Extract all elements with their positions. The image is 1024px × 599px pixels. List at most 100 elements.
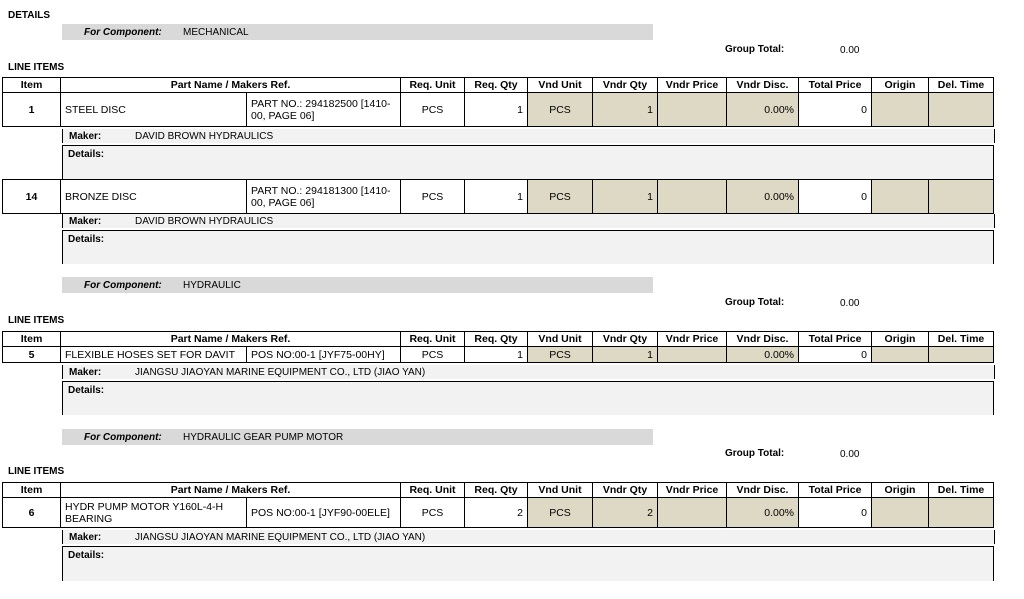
- req-unit: PCS: [400, 346, 466, 363]
- group-total-value: 0.00: [840, 298, 860, 309]
- details-box[interactable]: Details:: [62, 381, 994, 415]
- header-vndr-price: Vndr Price: [657, 482, 728, 498]
- details-box[interactable]: Details:: [62, 546, 994, 581]
- vndr-price-field[interactable]: [657, 346, 728, 363]
- line-items-title: LINE ITEMS: [8, 466, 65, 477]
- part-name: BRONZE DISC: [60, 179, 247, 214]
- component-name: HYDRAULIC GEAR PUMP MOTOR: [183, 431, 344, 443]
- header-part-name: Part Name / Makers Ref.: [59, 77, 402, 93]
- header-req-unit: Req. Unit: [400, 77, 466, 93]
- maker-label: Maker:: [69, 215, 102, 227]
- group-total-value: 0.00: [840, 449, 860, 460]
- vndr-disc-field[interactable]: 0.00%: [726, 92, 800, 127]
- req-qty: 2: [464, 497, 529, 528]
- vndr-price-field[interactable]: [657, 92, 728, 127]
- maker-value: DAVID BROWN HYDRAULICS: [135, 215, 274, 227]
- origin-field[interactable]: [871, 92, 930, 127]
- header-vndr-disc: Vndr Disc.: [726, 482, 800, 498]
- header-origin: Origin: [871, 331, 930, 347]
- table-row: 5 FLEXIBLE HOSES SET FOR DAVIT POS NO:00…: [2, 346, 995, 363]
- item-number: 1: [2, 92, 61, 127]
- vndr-qty-field[interactable]: 1: [592, 92, 659, 127]
- line-items-table-continued: 14 BRONZE DISC PART NO.: 294181300 [1410…: [2, 179, 994, 214]
- makers-ref: PART NO.: 294181300 [1410-00, PAGE 06]: [246, 179, 401, 214]
- part-name: STEEL DISC: [60, 92, 247, 127]
- vndr-disc-field[interactable]: 0.00%: [726, 346, 800, 363]
- makers-ref: POS NO:00-1 [JYF90-00ELE]: [245, 497, 402, 528]
- header-vndr-disc: Vndr Disc.: [726, 331, 800, 347]
- group-total-label: Group Total:: [725, 448, 785, 459]
- req-qty: 1: [464, 179, 528, 214]
- maker-label: Maker:: [69, 130, 102, 142]
- del-time-field[interactable]: [928, 346, 995, 363]
- vndr-price-field[interactable]: [657, 179, 727, 214]
- total-price: 0: [798, 179, 872, 214]
- header-vnd-unit: Vnd Unit: [527, 77, 594, 93]
- header-origin: Origin: [871, 482, 930, 498]
- details-box[interactable]: Details:: [62, 230, 994, 264]
- header-vndr-disc: Vndr Disc.: [726, 77, 800, 93]
- details-label: Details:: [68, 149, 105, 160]
- vnd-unit-field[interactable]: PCS: [527, 497, 594, 528]
- details-label: Details:: [68, 234, 105, 245]
- vndr-price-field[interactable]: [657, 497, 728, 528]
- vnd-unit-field[interactable]: PCS: [527, 179, 593, 214]
- line-items-table: Item Part Name / Makers Ref. Req. Unit R…: [2, 77, 995, 127]
- line-items-table: Item Part Name / Makers Ref. Req. Unit R…: [2, 331, 995, 363]
- component-bar-hydraulic: For Component: HYDRAULIC: [62, 277, 653, 293]
- origin-field[interactable]: [871, 179, 929, 214]
- part-name: FLEXIBLE HOSES SET FOR DAVIT: [60, 346, 247, 363]
- header-del-time: Del. Time: [928, 482, 995, 498]
- req-qty: 1: [464, 346, 529, 363]
- component-name: MECHANICAL: [183, 26, 249, 38]
- header-total-price: Total Price: [798, 482, 873, 498]
- maker-row: Maker: DAVID BROWN HYDRAULICS: [62, 214, 995, 228]
- maker-value: DAVID BROWN HYDRAULICS: [135, 130, 274, 142]
- vndr-qty-field[interactable]: 2: [592, 497, 659, 528]
- makers-ref: POS NO:00-1 [JYF75-00HY]: [245, 346, 402, 363]
- vndr-qty-field[interactable]: 1: [592, 179, 658, 214]
- origin-field[interactable]: [871, 346, 930, 363]
- maker-label: Maker:: [69, 366, 102, 378]
- details-box[interactable]: Details:: [62, 145, 994, 180]
- component-bar-hydraulic-gear-pump-motor: For Component: HYDRAULIC GEAR PUMP MOTOR: [62, 429, 653, 445]
- req-unit: PCS: [400, 497, 466, 528]
- table-header-row: Item Part Name / Makers Ref. Req. Unit R…: [2, 482, 995, 498]
- header-total-price: Total Price: [798, 331, 873, 347]
- line-items-title: LINE ITEMS: [8, 62, 65, 73]
- maker-row: Maker: DAVID BROWN HYDRAULICS: [62, 129, 995, 143]
- vnd-unit-field[interactable]: PCS: [527, 346, 594, 363]
- origin-field[interactable]: [871, 497, 930, 528]
- header-req-unit: Req. Unit: [400, 482, 466, 498]
- component-name: HYDRAULIC: [183, 279, 241, 291]
- del-time-field[interactable]: [928, 497, 995, 528]
- component-label: For Component:: [84, 279, 162, 291]
- header-vndr-price: Vndr Price: [657, 331, 728, 347]
- header-part-name: Part Name / Makers Ref.: [59, 331, 402, 347]
- maker-value: JIANGSU JIAOYAN MARINE EQUIPMENT CO., LT…: [135, 531, 426, 543]
- component-bar-mechanical: For Component: MECHANICAL: [62, 24, 653, 40]
- header-req-qty: Req. Qty: [464, 331, 529, 347]
- group-total-label: Group Total:: [725, 44, 785, 55]
- header-item: Item: [2, 482, 61, 498]
- maker-label: Maker:: [69, 531, 102, 543]
- header-del-time: Del. Time: [928, 77, 995, 93]
- total-price: 0: [798, 346, 873, 363]
- del-time-field[interactable]: [928, 92, 995, 127]
- group-total-value: 0.00: [840, 45, 860, 56]
- header-req-qty: Req. Qty: [464, 77, 529, 93]
- item-number: 14: [2, 179, 61, 214]
- req-qty: 1: [464, 92, 529, 127]
- del-time-field[interactable]: [928, 179, 994, 214]
- header-vndr-qty: Vndr Qty: [592, 331, 659, 347]
- makers-ref: PART NO.: 294182500 [1410-00, PAGE 06]: [245, 92, 402, 127]
- req-unit: PCS: [400, 179, 465, 214]
- vndr-disc-field[interactable]: 0.00%: [726, 497, 800, 528]
- item-number: 6: [2, 497, 61, 528]
- total-price: 0: [798, 92, 873, 127]
- vndr-disc-field[interactable]: 0.00%: [726, 179, 799, 214]
- table-row: 1 STEEL DISC PART NO.: 294182500 [1410-0…: [2, 92, 995, 127]
- header-item: Item: [2, 77, 61, 93]
- vndr-qty-field[interactable]: 1: [592, 346, 659, 363]
- vnd-unit-field[interactable]: PCS: [527, 92, 594, 127]
